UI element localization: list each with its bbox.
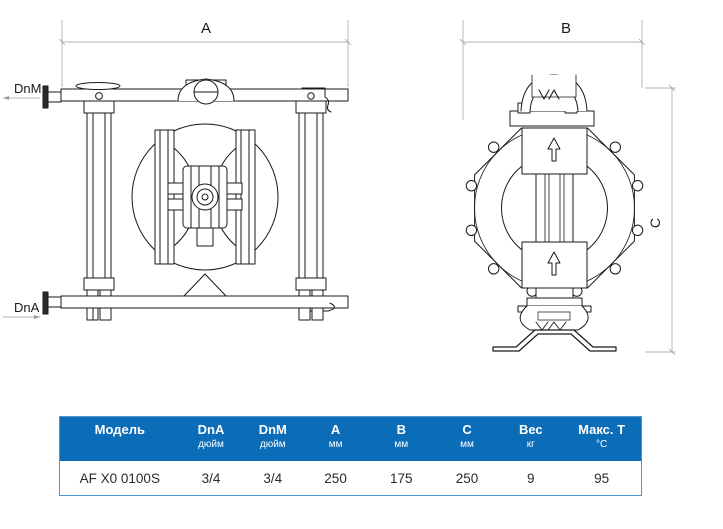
svg-text:C: C bbox=[647, 218, 663, 228]
svg-text:B: B bbox=[561, 20, 571, 37]
svg-text:A: A bbox=[201, 20, 211, 37]
svg-text:DnA: DnA bbox=[14, 300, 40, 315]
svg-text:DnM: DnM bbox=[14, 81, 41, 96]
